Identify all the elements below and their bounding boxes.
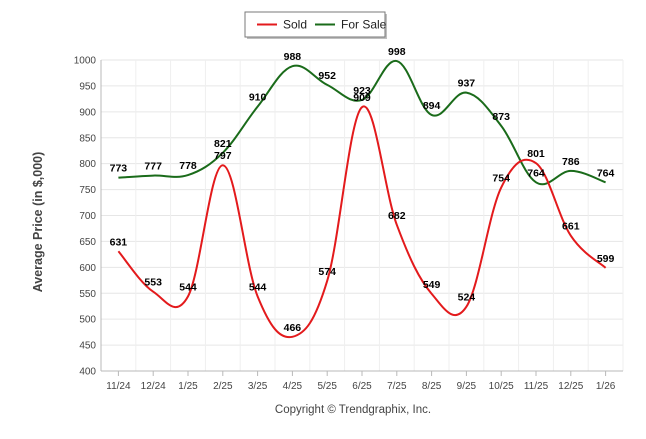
data-label-sold: 661: [562, 221, 580, 233]
data-label-sold: 797: [214, 150, 232, 162]
data-label-for-sale: 998: [388, 46, 406, 58]
data-label-sold: 631: [110, 236, 128, 248]
data-label-sold: 524: [458, 292, 476, 304]
series-line-for-sale: [118, 60, 606, 186]
y-tick-label: 700: [79, 211, 96, 222]
y-tick-label: 400: [79, 367, 96, 378]
y-tick-label: 450: [79, 341, 96, 352]
x-tick-label: 3/25: [248, 381, 268, 392]
x-tick-label: 12/24: [141, 381, 166, 392]
data-label-sold: 682: [388, 210, 406, 222]
x-tick-label: 11/25: [524, 381, 549, 392]
x-tick-label: 4/25: [283, 381, 303, 392]
x-tick-label: 8/25: [422, 381, 442, 392]
data-label-sold: 909: [353, 92, 371, 104]
data-label-sold: 549: [423, 279, 441, 291]
data-label-for-sale: 821: [214, 138, 232, 150]
series: [117, 60, 607, 339]
data-label-for-sale: 923: [353, 85, 371, 97]
data-label-for-sale: 894: [423, 100, 441, 112]
y-axis-label: Average Price (in $,000): [31, 152, 45, 293]
data-label-for-sale: 873: [492, 111, 510, 123]
data-label-for-sale: 910: [249, 92, 267, 104]
x-tick-label: 1/25: [178, 381, 198, 392]
series-line-sold: [117, 105, 607, 339]
y-tick-label: 800: [79, 159, 96, 170]
data-label-for-sale: 786: [562, 156, 580, 168]
data-label-sold: 599: [597, 253, 615, 265]
data-label-for-sale: 952: [318, 70, 336, 82]
data-label-sold: 801: [527, 148, 545, 160]
y-tick-label: 1000: [74, 56, 97, 67]
x-tick-label: 5/25: [317, 381, 337, 392]
y-tick-label: 950: [79, 81, 96, 92]
copyright-credit: Copyright © Trendgraphix, Inc.: [275, 404, 431, 416]
x-tick-label: 12/25: [558, 381, 583, 392]
legend[interactable]: Sold For Sale: [244, 11, 387, 39]
y-tick-label: 600: [79, 263, 96, 274]
data-label-sold: 574: [318, 266, 336, 278]
x-tick-label: 9/25: [457, 381, 477, 392]
x-tick-label: 2/25: [213, 381, 233, 392]
data-label-sold: 544: [249, 281, 267, 293]
data-label-sold: 553: [144, 277, 162, 289]
data-label-for-sale: 773: [110, 163, 128, 175]
data-label-for-sale: 764: [527, 167, 545, 179]
y-tick-label: 900: [79, 107, 96, 118]
data-label-for-sale: 937: [458, 78, 476, 90]
y-tick-label: 550: [79, 289, 96, 300]
x-tick-label: 6/25: [352, 381, 372, 392]
y-tick-label: 500: [79, 315, 96, 326]
data-label-for-sale: 764: [597, 167, 615, 179]
legend-label-for-sale: For Sale: [341, 18, 387, 32]
y-tick-label: 850: [79, 133, 96, 144]
data-label-for-sale: 988: [284, 51, 302, 63]
data-label-for-sale: 777: [144, 161, 162, 173]
data-labels: 631 553 544 797 544 466 574 909 682 549 524 754 801 6…: [110, 46, 615, 334]
x-tick-label: 11/24: [106, 381, 131, 392]
data-label-for-sale: 778: [179, 160, 197, 172]
axes: 400 450 500 550 600 650 700 750 800 850 900 950 1000…: [74, 56, 623, 392]
data-label-sold: 754: [492, 173, 510, 185]
data-label-sold: 544: [179, 281, 197, 293]
x-tick-label: 7/25: [387, 381, 407, 392]
legend-label-sold: Sold: [283, 18, 307, 32]
x-tick-label: 10/25: [489, 381, 514, 392]
y-tick-label: 650: [79, 237, 96, 248]
data-label-sold: 466: [284, 322, 302, 334]
x-tick-label: 1/26: [596, 381, 616, 392]
y-tick-label: 750: [79, 185, 96, 196]
